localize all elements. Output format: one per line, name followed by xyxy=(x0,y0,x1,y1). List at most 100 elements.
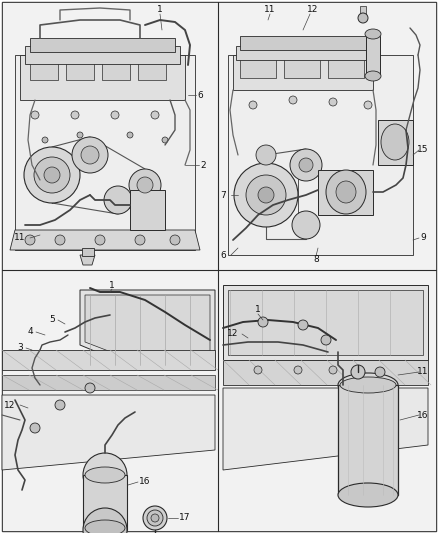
Ellipse shape xyxy=(151,111,159,119)
Ellipse shape xyxy=(72,137,108,173)
Polygon shape xyxy=(15,55,195,250)
Polygon shape xyxy=(2,395,215,470)
Ellipse shape xyxy=(111,111,119,119)
Polygon shape xyxy=(223,360,428,385)
Ellipse shape xyxy=(294,366,302,374)
Text: 1: 1 xyxy=(109,280,115,289)
Bar xyxy=(218,2,436,270)
Ellipse shape xyxy=(104,186,132,214)
Ellipse shape xyxy=(289,96,297,104)
Polygon shape xyxy=(233,55,373,90)
Text: 1: 1 xyxy=(157,5,163,14)
Ellipse shape xyxy=(249,101,257,109)
Ellipse shape xyxy=(44,167,60,183)
Bar xyxy=(338,385,398,495)
Text: 17: 17 xyxy=(179,513,191,522)
Text: 11: 11 xyxy=(14,233,26,243)
Polygon shape xyxy=(228,55,413,255)
Ellipse shape xyxy=(85,520,125,533)
Ellipse shape xyxy=(55,235,65,245)
Ellipse shape xyxy=(298,320,308,330)
Polygon shape xyxy=(228,290,423,355)
Text: 16: 16 xyxy=(417,410,429,419)
Polygon shape xyxy=(138,55,166,80)
Bar xyxy=(83,475,127,530)
Ellipse shape xyxy=(329,366,337,374)
Ellipse shape xyxy=(143,506,167,530)
Polygon shape xyxy=(328,55,364,78)
Ellipse shape xyxy=(365,71,381,81)
Text: 11: 11 xyxy=(417,367,429,376)
Text: 12: 12 xyxy=(307,5,319,14)
Ellipse shape xyxy=(55,400,65,410)
Ellipse shape xyxy=(127,132,133,138)
Ellipse shape xyxy=(137,177,153,193)
Text: 2: 2 xyxy=(200,160,206,169)
Text: 11: 11 xyxy=(264,5,276,14)
Ellipse shape xyxy=(30,423,40,433)
Bar xyxy=(360,6,366,18)
Bar xyxy=(25,46,180,64)
Bar xyxy=(218,270,436,531)
Polygon shape xyxy=(378,120,413,165)
Text: 9: 9 xyxy=(420,233,426,243)
Ellipse shape xyxy=(170,235,180,245)
Text: 6: 6 xyxy=(197,91,203,100)
Ellipse shape xyxy=(340,377,396,393)
Ellipse shape xyxy=(256,145,276,165)
Ellipse shape xyxy=(42,137,48,143)
Polygon shape xyxy=(223,388,428,470)
Bar xyxy=(236,46,376,60)
Ellipse shape xyxy=(365,29,381,39)
Ellipse shape xyxy=(135,235,145,245)
Ellipse shape xyxy=(329,98,337,106)
Polygon shape xyxy=(240,55,276,78)
Ellipse shape xyxy=(336,181,356,203)
Ellipse shape xyxy=(338,373,398,397)
Ellipse shape xyxy=(258,317,268,327)
Polygon shape xyxy=(284,55,320,78)
Bar xyxy=(30,38,175,52)
Polygon shape xyxy=(80,255,95,265)
Text: 5: 5 xyxy=(49,316,55,325)
Text: 8: 8 xyxy=(313,255,319,264)
Polygon shape xyxy=(366,36,380,75)
Ellipse shape xyxy=(381,124,409,160)
Polygon shape xyxy=(102,55,130,80)
Ellipse shape xyxy=(85,383,95,393)
Ellipse shape xyxy=(85,467,125,483)
Ellipse shape xyxy=(292,211,320,239)
Bar xyxy=(2,270,218,531)
Ellipse shape xyxy=(338,483,398,507)
Polygon shape xyxy=(2,350,215,370)
Ellipse shape xyxy=(358,13,368,23)
Text: 7: 7 xyxy=(220,190,226,199)
Ellipse shape xyxy=(24,147,80,203)
Ellipse shape xyxy=(31,111,39,119)
Ellipse shape xyxy=(83,453,127,497)
Ellipse shape xyxy=(290,149,322,181)
Polygon shape xyxy=(20,55,185,100)
Polygon shape xyxy=(10,230,200,250)
Ellipse shape xyxy=(81,146,99,164)
Text: 4: 4 xyxy=(27,327,33,336)
Ellipse shape xyxy=(375,367,385,377)
Ellipse shape xyxy=(364,101,372,109)
Text: 1: 1 xyxy=(255,305,261,314)
Polygon shape xyxy=(223,285,428,360)
Ellipse shape xyxy=(321,335,331,345)
Ellipse shape xyxy=(254,366,262,374)
Polygon shape xyxy=(85,295,210,365)
Ellipse shape xyxy=(299,158,313,172)
Polygon shape xyxy=(130,190,165,230)
Polygon shape xyxy=(30,55,58,80)
Bar xyxy=(82,248,94,256)
Ellipse shape xyxy=(129,169,161,201)
Ellipse shape xyxy=(151,514,159,522)
Ellipse shape xyxy=(95,235,105,245)
Polygon shape xyxy=(80,290,215,370)
Ellipse shape xyxy=(77,132,83,138)
Ellipse shape xyxy=(258,187,274,203)
Ellipse shape xyxy=(25,235,35,245)
Bar xyxy=(240,36,372,50)
